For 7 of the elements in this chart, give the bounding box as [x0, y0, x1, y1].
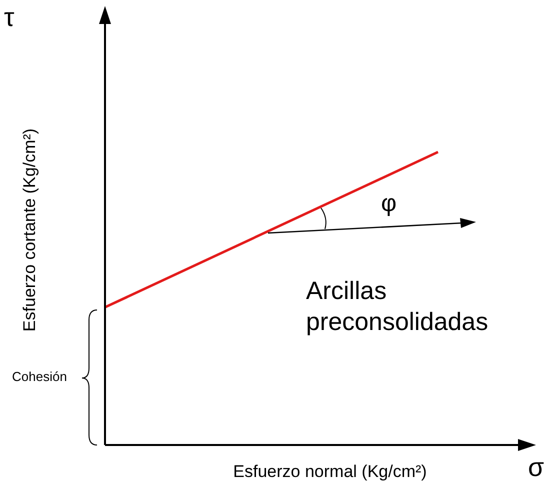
- annotation: φ: [381, 190, 397, 218]
- text: τ: [4, 2, 14, 33]
- text: σ: [528, 452, 544, 483]
- annotation: Arcillas preconsolidadas: [306, 276, 490, 338]
- text: Cohesión: [12, 369, 67, 384]
- y-axis-title: Esfuerzo cortante (Kg/cm²): [20, 128, 40, 332]
- x-axis-title: Esfuerzo normal (Kg/cm²): [232, 462, 428, 482]
